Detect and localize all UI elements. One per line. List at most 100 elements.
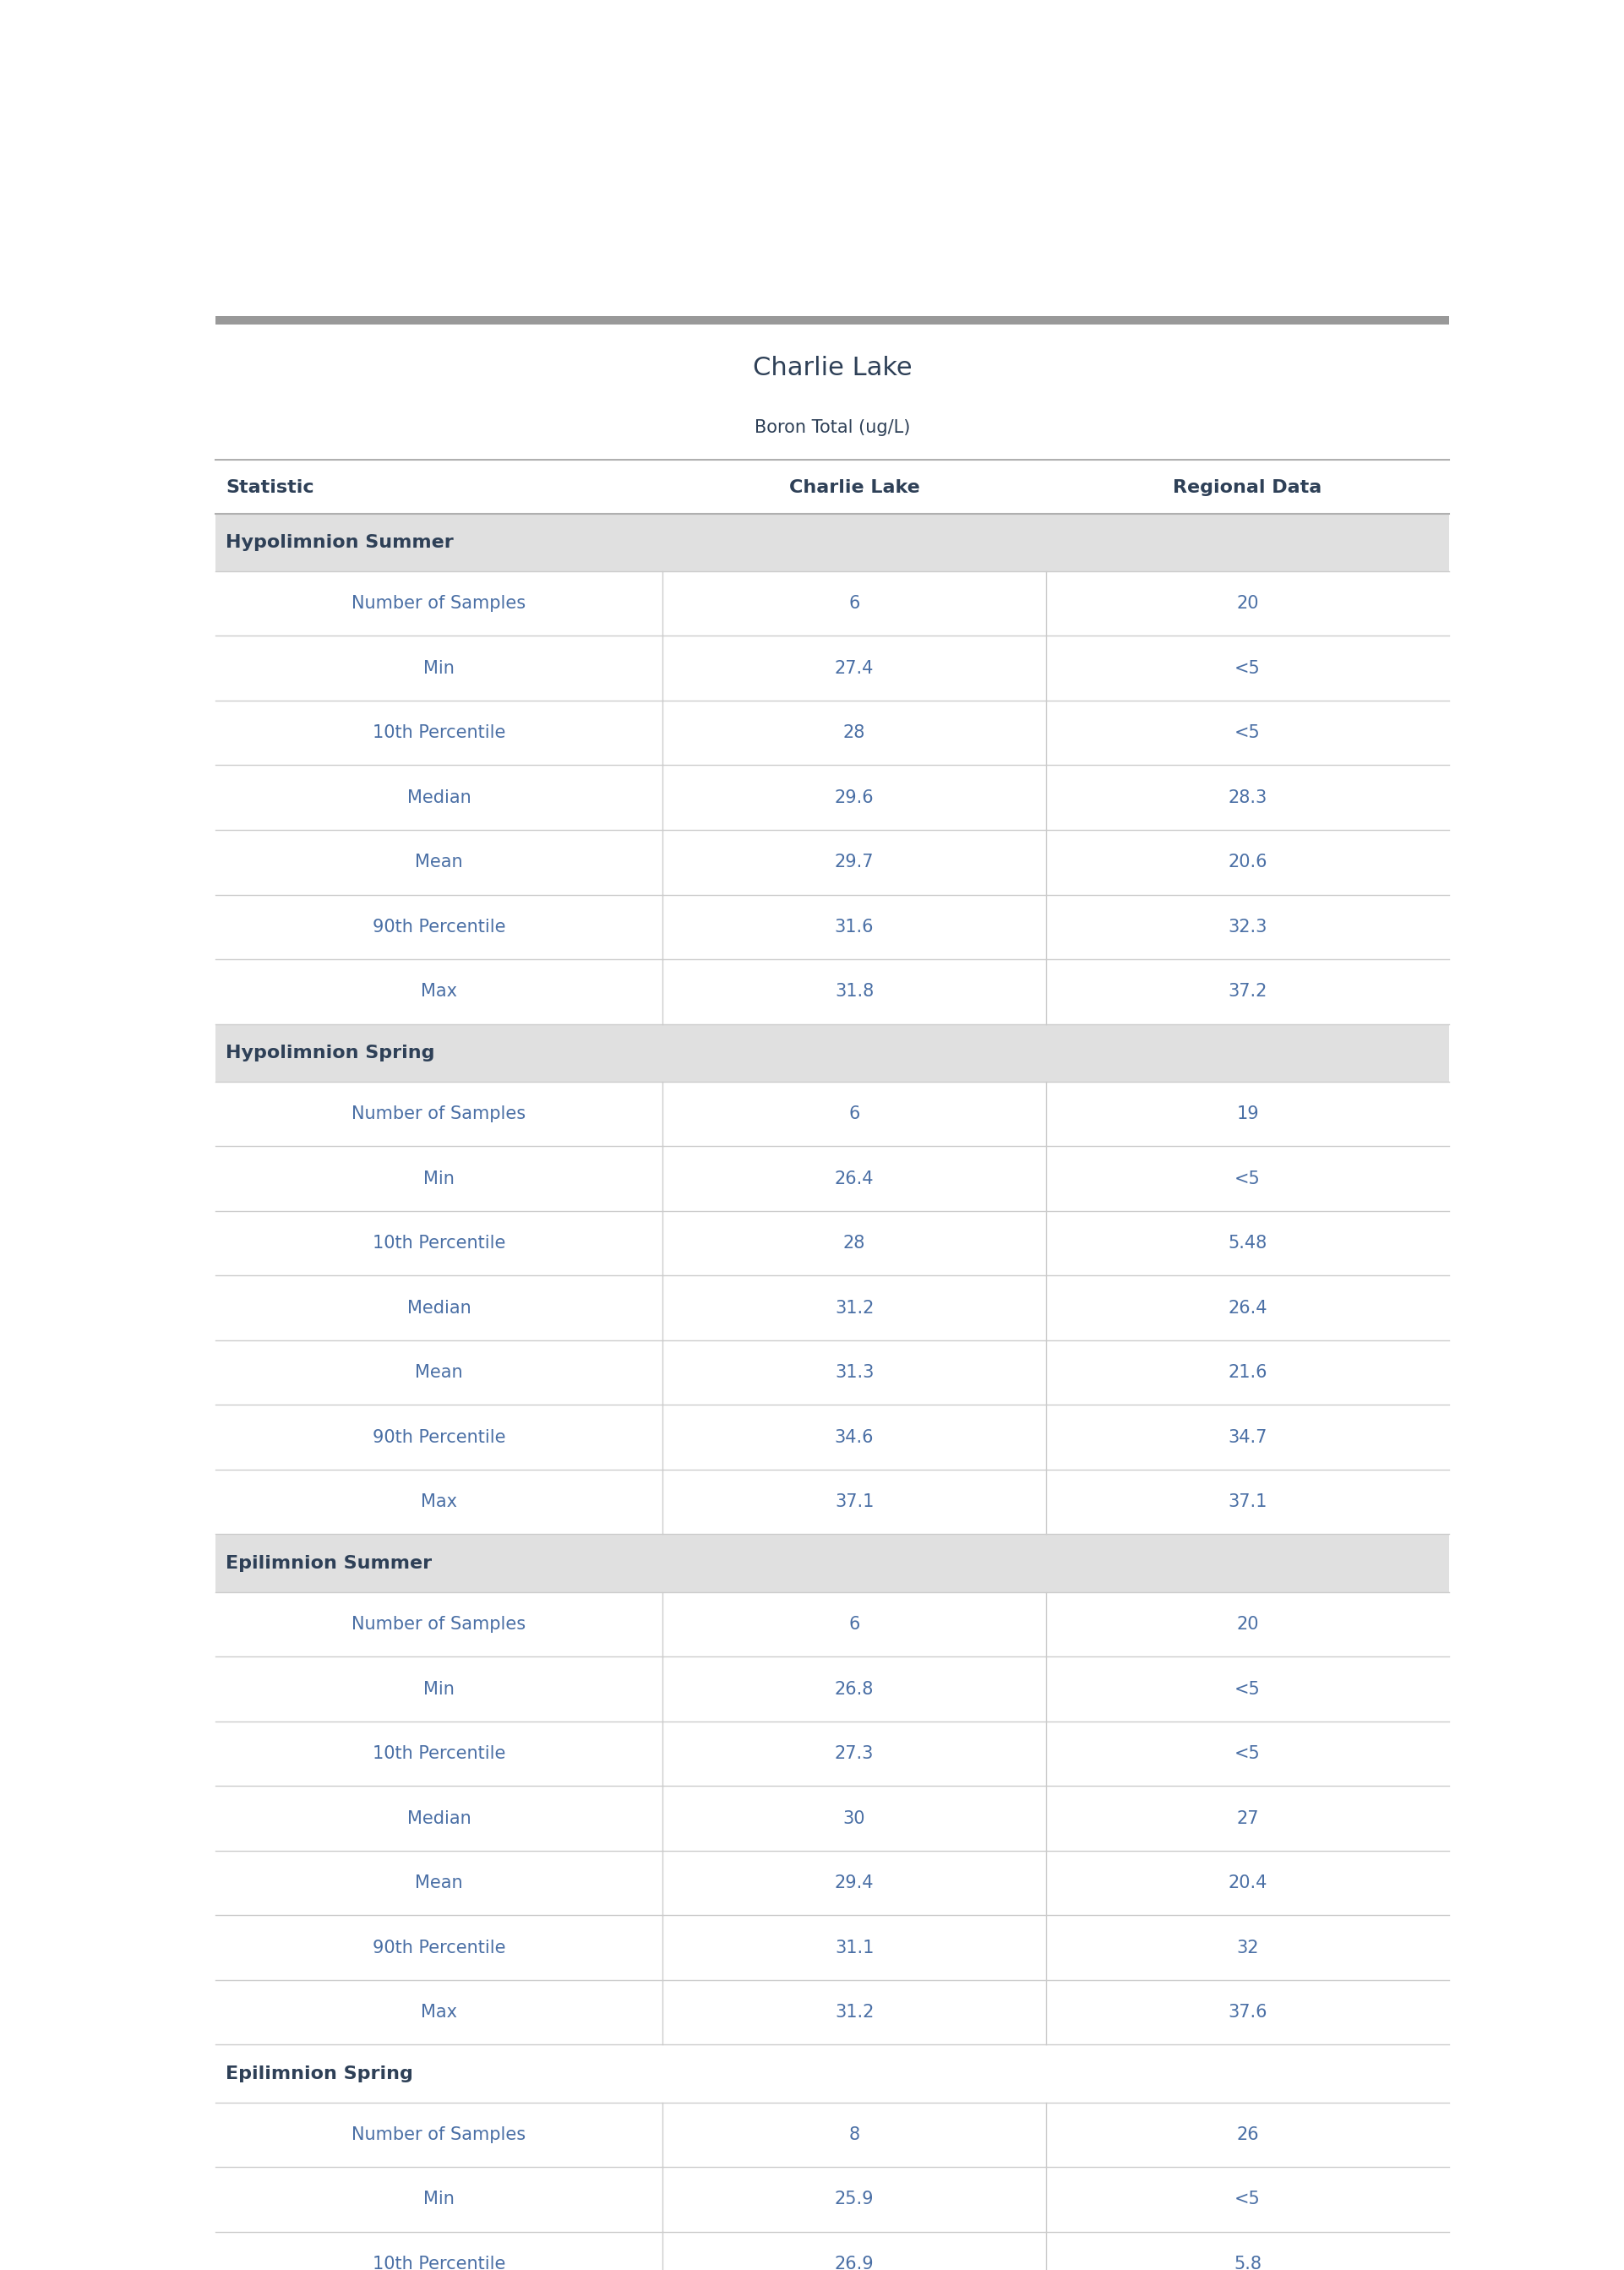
Text: 34.7: 34.7 [1228, 1428, 1267, 1446]
Text: Max: Max [421, 983, 456, 1001]
Text: 20: 20 [1236, 595, 1259, 613]
Text: <5: <5 [1234, 661, 1260, 676]
Text: Mean: Mean [416, 1364, 463, 1380]
Text: Number of Samples: Number of Samples [352, 595, 526, 613]
Text: 8: 8 [849, 2127, 859, 2143]
Text: Mean: Mean [416, 854, 463, 872]
Text: 20: 20 [1236, 1616, 1259, 1632]
Text: 26: 26 [1236, 2127, 1259, 2143]
Bar [216, 1146, 1449, 1210]
Text: 27: 27 [1236, 1809, 1259, 1827]
Text: 6: 6 [849, 1616, 861, 1632]
Text: <5: <5 [1234, 724, 1260, 742]
Bar [216, 1535, 1449, 1591]
Text: 28.3: 28.3 [1228, 790, 1267, 806]
Bar [216, 1721, 1449, 1786]
Text: Hypolimnion Spring: Hypolimnion Spring [226, 1044, 435, 1060]
Bar [216, 960, 1449, 1024]
Text: Min: Min [424, 2191, 455, 2209]
Text: Statistic: Statistic [226, 479, 313, 495]
Text: Charlie Lake: Charlie Lake [789, 479, 919, 495]
Text: 29.4: 29.4 [835, 1875, 874, 1891]
Bar [216, 1786, 1449, 1850]
Text: Hypolimnion Summer: Hypolimnion Summer [226, 533, 453, 552]
Text: 19: 19 [1236, 1105, 1259, 1121]
Text: 10th Percentile: 10th Percentile [372, 1235, 505, 1251]
Bar [216, 572, 1449, 636]
Text: 30: 30 [843, 1809, 866, 1827]
Bar [216, 1024, 1449, 1081]
Text: 34.6: 34.6 [835, 1428, 874, 1446]
Bar [216, 461, 1449, 513]
Bar [216, 1339, 1449, 1405]
Text: Min: Min [424, 1169, 455, 1187]
Bar [216, 765, 1449, 831]
Text: 31.3: 31.3 [835, 1364, 874, 1380]
Bar [216, 1591, 1449, 1657]
Text: 10th Percentile: 10th Percentile [372, 1746, 505, 1762]
Text: 31.2: 31.2 [835, 2004, 874, 2020]
Bar [216, 1916, 1449, 1979]
Text: 29.7: 29.7 [835, 854, 874, 872]
Text: Charlie Lake: Charlie Lake [752, 356, 913, 381]
Text: 31.2: 31.2 [835, 1298, 874, 1317]
Text: 32: 32 [1236, 1939, 1259, 1957]
Bar [216, 1850, 1449, 1916]
Bar [216, 894, 1449, 960]
Text: 32.3: 32.3 [1228, 919, 1267, 935]
Text: Max: Max [421, 1494, 456, 1510]
Bar [216, 636, 1449, 701]
Text: <5: <5 [1234, 1746, 1260, 1762]
Bar [216, 1469, 1449, 1535]
Bar [216, 831, 1449, 894]
Text: <5: <5 [1234, 1169, 1260, 1187]
Text: Epilimnion Summer: Epilimnion Summer [226, 1555, 432, 1571]
Bar [216, 2045, 1449, 2102]
Text: 37.1: 37.1 [1228, 1494, 1267, 1510]
Text: 26.4: 26.4 [1228, 1298, 1267, 1317]
Text: Number of Samples: Number of Samples [352, 1105, 526, 1121]
Text: 31.6: 31.6 [835, 919, 874, 935]
Text: 6: 6 [849, 595, 861, 613]
Text: <5: <5 [1234, 2191, 1260, 2209]
Bar [216, 1979, 1449, 2045]
Text: 27.3: 27.3 [835, 1746, 874, 1762]
Text: Boron Total (ug/L): Boron Total (ug/L) [755, 420, 909, 436]
Text: 10th Percentile: 10th Percentile [372, 724, 505, 742]
Bar [216, 1276, 1449, 1339]
Text: 5.8: 5.8 [1234, 2256, 1262, 2270]
Text: Mean: Mean [416, 1875, 463, 1891]
Text: 28: 28 [843, 1235, 866, 1251]
Text: 25.9: 25.9 [835, 2191, 874, 2209]
Text: 27.4: 27.4 [835, 661, 874, 676]
Bar [216, 1210, 1449, 1276]
Text: Epilimnion Spring: Epilimnion Spring [226, 2066, 412, 2082]
Bar [216, 316, 1449, 325]
Text: 5.48: 5.48 [1228, 1235, 1267, 1251]
Bar [216, 1657, 1449, 1721]
Text: Min: Min [424, 661, 455, 676]
Text: 31.8: 31.8 [835, 983, 874, 1001]
Text: 37.1: 37.1 [835, 1494, 874, 1510]
Text: 29.6: 29.6 [835, 790, 874, 806]
Text: 10th Percentile: 10th Percentile [372, 2256, 505, 2270]
Bar [216, 2102, 1449, 2168]
Text: Median: Median [408, 1298, 471, 1317]
Text: Regional Data: Regional Data [1173, 479, 1322, 495]
Text: <5: <5 [1234, 1680, 1260, 1698]
Text: 90th Percentile: 90th Percentile [372, 919, 505, 935]
Bar [216, 1405, 1449, 1469]
Text: 20.6: 20.6 [1228, 854, 1267, 872]
Text: Max: Max [421, 2004, 456, 2020]
Text: 6: 6 [849, 1105, 861, 1121]
Bar [216, 2231, 1449, 2270]
Text: 26.9: 26.9 [835, 2256, 874, 2270]
Text: 26.8: 26.8 [835, 1680, 874, 1698]
Text: Number of Samples: Number of Samples [352, 2127, 526, 2143]
Text: 37.2: 37.2 [1228, 983, 1267, 1001]
Text: 28: 28 [843, 724, 866, 742]
Text: 31.1: 31.1 [835, 1939, 874, 1957]
Text: 90th Percentile: 90th Percentile [372, 1939, 505, 1957]
Bar [216, 1081, 1449, 1146]
Text: Median: Median [408, 790, 471, 806]
